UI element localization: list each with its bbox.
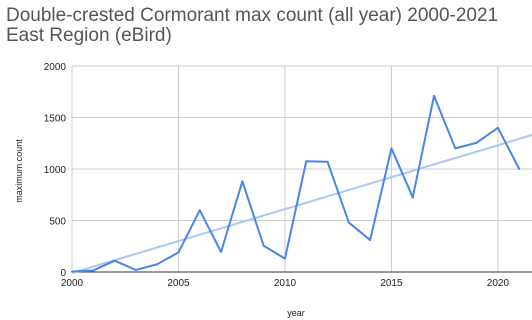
- y-tick-label: 500: [49, 217, 66, 228]
- x-tick-label: 2020: [487, 278, 510, 289]
- x-tick-label: 2010: [274, 278, 297, 289]
- data-point: [177, 251, 180, 254]
- y-tick-label: 1500: [44, 114, 67, 125]
- data-point: [92, 269, 95, 272]
- trendline: [71, 134, 532, 274]
- data-point: [369, 239, 372, 242]
- data-point: [220, 250, 223, 253]
- data-point: [411, 196, 414, 199]
- data-point: [454, 147, 457, 150]
- data-point: [475, 141, 478, 144]
- data-point: [71, 270, 73, 273]
- data-point: [433, 94, 436, 97]
- y-tick-label: 2000: [44, 62, 67, 73]
- tick-layer: 0 500 1000 1500 2000 2000 2005 2010 2015 2020: [44, 62, 510, 289]
- y-tick-label: 1000: [44, 165, 67, 176]
- data-point: [496, 126, 499, 129]
- data-point: [113, 259, 116, 262]
- data-point: [390, 147, 393, 150]
- data-point: [518, 168, 521, 170]
- y-axis-label: maximum count: [14, 139, 24, 203]
- x-tick-label: 2000: [61, 278, 84, 289]
- series-line: [71, 94, 521, 273]
- data-point: [241, 180, 244, 183]
- x-axis-label: year: [287, 308, 305, 318]
- x-tick-label: 2015: [380, 278, 403, 289]
- x-tick-label: 2005: [167, 278, 190, 289]
- data-point: [262, 244, 265, 247]
- grid-layer: [71, 65, 532, 272]
- chart-title: Double-crested Cormorant max count (all …: [6, 5, 499, 26]
- data-point: [326, 160, 329, 163]
- data-point: [198, 209, 201, 212]
- chart-subtitle: East Region (eBird): [6, 25, 172, 46]
- chart-title-block: Double-crested Cormorant max count (all …: [6, 6, 498, 46]
- data-point: [283, 257, 286, 260]
- data-point: [305, 160, 308, 163]
- data-point: [134, 268, 137, 271]
- data-point: [156, 263, 159, 266]
- data-point: [347, 221, 350, 224]
- y-tick-label: 0: [60, 268, 66, 279]
